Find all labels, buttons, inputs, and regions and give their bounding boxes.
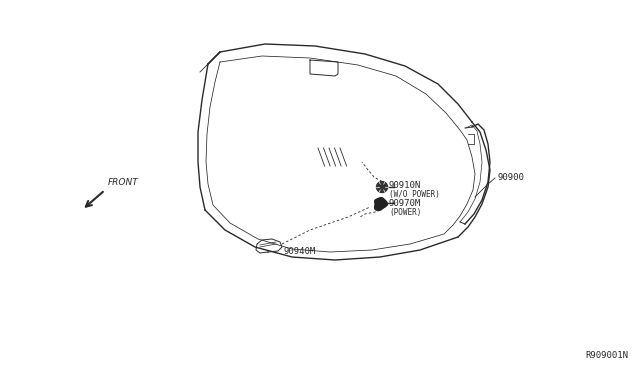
Text: (POWER): (POWER) — [389, 208, 421, 217]
Text: 90940M: 90940M — [284, 247, 316, 257]
Polygon shape — [374, 198, 387, 211]
Text: 90900: 90900 — [497, 173, 524, 183]
Text: FRONT: FRONT — [108, 178, 139, 187]
Polygon shape — [376, 182, 387, 192]
Text: R909001N: R909001N — [585, 351, 628, 360]
Text: 90970M: 90970M — [389, 199, 421, 208]
Text: (W/O POWER): (W/O POWER) — [389, 190, 440, 199]
Text: 90910N: 90910N — [389, 182, 421, 190]
